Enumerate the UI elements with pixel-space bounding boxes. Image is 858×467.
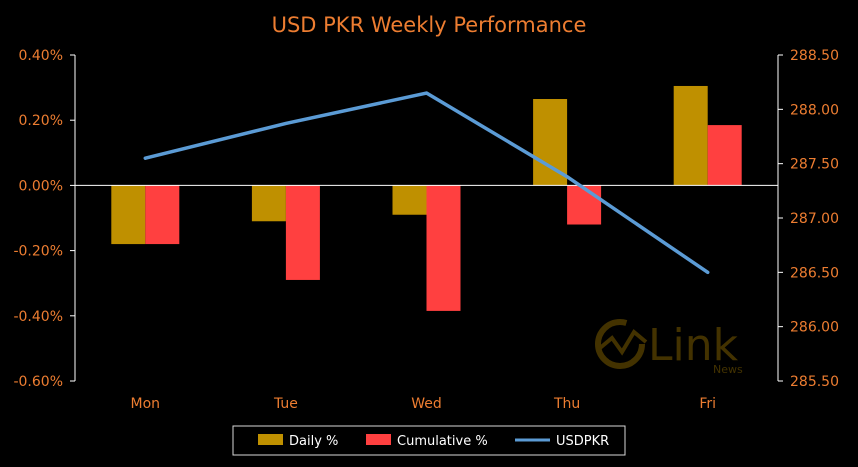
chart-title: USD PKR Weekly Performance	[272, 13, 587, 37]
right-tick-label: 287.50	[790, 157, 839, 173]
right-tick-label: 288.00	[790, 102, 839, 118]
right-tick-label: 287.00	[790, 211, 839, 227]
category-label-mon: Mon	[131, 396, 161, 412]
bar-daily-fri	[673, 85, 708, 186]
bar-cumulative-tue	[285, 185, 320, 280]
line-point-usdpkr-wed	[425, 91, 428, 95]
bar-cumulative-wed	[426, 185, 461, 311]
category-labels: Mon Tue Wed Thu Fri	[131, 396, 717, 412]
left-tick-label: 0.40%	[19, 48, 63, 64]
legend: Daily % Cumulative % USDPKR	[232, 425, 626, 456]
legend-swatch-daily	[258, 434, 283, 445]
line-layer	[143, 91, 710, 275]
category-label-thu: Thu	[553, 396, 580, 412]
bar-daily-wed	[392, 185, 427, 215]
watermark-sub: News	[713, 363, 743, 376]
bar-daily-mon	[111, 185, 146, 245]
line-point-usdpkr-thu	[565, 175, 569, 179]
category-label-fri: Fri	[699, 396, 716, 412]
category-label-tue: Tue	[273, 396, 298, 412]
line-point-usdpkr-fri	[706, 270, 710, 274]
legend-label-daily: Daily %	[289, 434, 338, 449]
legend-swatch-cumulative	[366, 434, 391, 445]
legend-box	[232, 425, 626, 456]
right-tick-label: 286.00	[790, 320, 839, 336]
line-point-usdpkr-mon	[143, 156, 147, 160]
bar-cumulative-fri	[707, 125, 742, 186]
legend-label-cumulative: Cumulative %	[397, 434, 488, 449]
bars-layer	[111, 85, 742, 311]
link-news-logo-icon: Link News	[595, 319, 743, 376]
left-axis-ticks: 0.40% 0.20% 0.00% -0.20% -0.40% -0.60%	[13, 48, 75, 390]
left-tick-label: 0.00%	[19, 178, 63, 194]
category-label-wed: Wed	[411, 396, 442, 412]
left-tick-label: 0.20%	[19, 113, 63, 129]
right-axis-ticks: 288.50 288.00 287.50 287.00 286.50 286.00 285.…	[778, 48, 839, 390]
bar-daily-tue	[251, 185, 286, 222]
right-tick-label: 286.50	[790, 265, 839, 281]
bar-daily-thu	[533, 99, 568, 186]
watermark-brand: Link	[648, 320, 739, 371]
left-tick-label: -0.40%	[13, 309, 63, 325]
right-tick-label: 285.50	[790, 374, 839, 390]
bar-cumulative-thu	[567, 185, 602, 225]
line-point-usdpkr-tue	[284, 121, 288, 125]
bar-cumulative-mon	[145, 185, 180, 245]
left-tick-label: -0.20%	[13, 244, 63, 260]
right-tick-label: 288.50	[790, 48, 839, 64]
left-tick-label: -0.60%	[13, 374, 63, 390]
legend-label-usdpkr: USDPKR	[556, 434, 609, 449]
